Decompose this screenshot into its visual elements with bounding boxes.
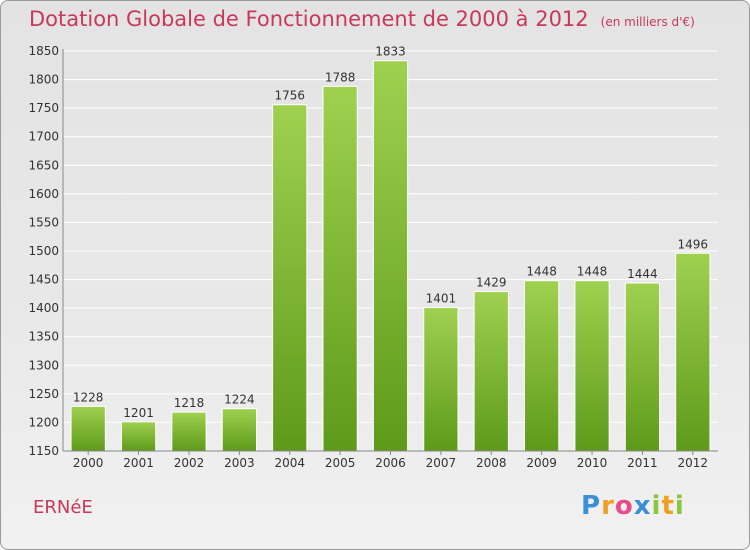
y-tick-label: 1450	[28, 273, 59, 287]
bar-2003	[221, 408, 257, 452]
logo-letter: P	[581, 491, 602, 521]
y-tick-label: 1200	[28, 415, 59, 429]
bar-2005	[322, 85, 358, 452]
y-tick-label: 1550	[28, 215, 59, 229]
bar-2010	[574, 280, 610, 452]
bar-value-label: 1429	[476, 276, 507, 290]
bar-value-label: 1401	[426, 292, 457, 306]
chart-subtitle: (en milliers d'€)	[600, 15, 695, 29]
logo-letter: i	[674, 491, 685, 521]
bar-2000	[70, 405, 106, 452]
bar-2011	[624, 282, 661, 452]
bar-2009	[524, 280, 560, 452]
y-tick-label: 1350	[28, 330, 59, 344]
x-tick-label: 2001	[123, 456, 154, 470]
bar-value-label: 1496	[678, 237, 709, 251]
x-tick-label: 2009	[526, 456, 557, 470]
logo-letter: t	[661, 491, 675, 521]
x-tick-label: 2008	[476, 456, 507, 470]
x-tick-label: 2000	[73, 456, 104, 470]
x-tick-label: 2007	[426, 456, 457, 470]
bar-value-label: 1756	[274, 89, 305, 103]
y-tick-label: 1500	[28, 244, 59, 258]
bar-value-label: 1788	[325, 70, 356, 84]
y-tick-label: 1600	[28, 187, 59, 201]
bar-value-label: 1833	[375, 45, 406, 59]
logo-letter: o	[614, 491, 634, 521]
x-tick-label: 2010	[577, 456, 608, 470]
bar-2006	[372, 60, 409, 452]
x-tick-label: 2006	[375, 456, 406, 470]
bar-2008	[473, 291, 509, 452]
bar-value-label: 1228	[73, 390, 104, 404]
y-tick-label: 1800	[28, 73, 59, 87]
y-tick-label: 1850	[28, 44, 59, 58]
x-tick-label: 2011	[627, 456, 658, 470]
bar-value-label: 1218	[174, 396, 205, 410]
bar-2002	[171, 411, 207, 452]
y-tick-label: 1400	[28, 301, 59, 315]
y-tick-label: 1250	[28, 387, 59, 401]
chart-title: Dotation Globale de Fonctionnement de 20…	[29, 7, 695, 31]
bar-value-label: 1448	[526, 265, 557, 279]
y-tick-label: 1300	[28, 358, 59, 372]
logo-letter: r	[601, 491, 615, 521]
x-tick-label: 2004	[274, 456, 305, 470]
bar-2004	[272, 104, 308, 452]
x-tick-label: 2002	[174, 456, 205, 470]
y-tick-label: 1150	[28, 444, 59, 458]
proxiti-logo: Proxiti	[581, 491, 685, 521]
bar-2012	[675, 252, 711, 452]
bar-value-label: 1444	[627, 267, 658, 281]
y-tick-label: 1700	[28, 130, 59, 144]
bar-value-label: 1201	[123, 406, 154, 420]
logo-letter: i	[651, 491, 662, 521]
bar-2001	[120, 421, 157, 452]
x-tick-label: 2003	[224, 456, 255, 470]
commune-name: ERNéE	[33, 497, 93, 518]
bar-2007	[423, 307, 459, 452]
y-tick-label: 1650	[28, 158, 59, 172]
logo-letter: x	[633, 491, 652, 521]
bar-value-label: 1224	[224, 393, 255, 407]
y-tick-label: 1750	[28, 101, 59, 115]
x-tick-label: 2012	[678, 456, 709, 470]
bar-value-label: 1448	[577, 265, 608, 279]
x-tick-label: 2005	[325, 456, 356, 470]
